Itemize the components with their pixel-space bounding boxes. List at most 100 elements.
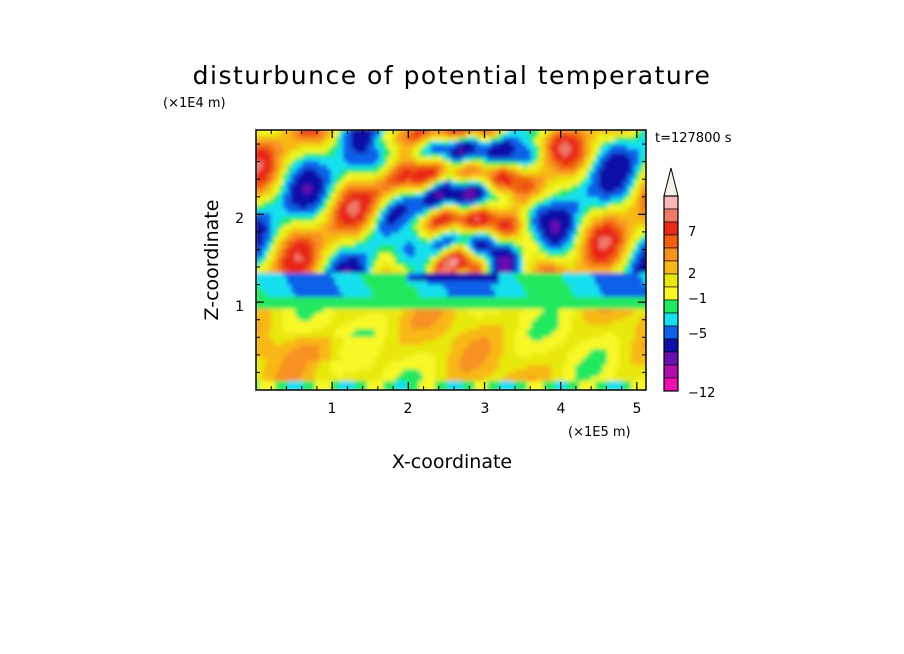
field-cell (495, 297, 501, 303)
field-cell (291, 309, 297, 315)
field-cell (543, 141, 549, 147)
field-cell (315, 289, 321, 295)
field-cell (459, 289, 465, 295)
field-cell (643, 233, 646, 239)
field-cell (383, 149, 389, 155)
field-cell (583, 130, 589, 135)
field-cell (515, 313, 521, 319)
field-cell (567, 237, 573, 243)
field-cell (499, 301, 505, 307)
field-cell (287, 173, 293, 179)
field-cell (379, 281, 385, 287)
field-cell (271, 269, 277, 275)
field-cell (387, 289, 393, 295)
field-cell (351, 281, 357, 287)
field-cell (643, 161, 646, 167)
field-cell (463, 321, 469, 327)
field-cell (311, 229, 317, 235)
field-cell (495, 293, 501, 299)
field-cell (607, 145, 613, 151)
field-cell (571, 273, 577, 279)
field-cell (563, 189, 569, 195)
field-cell (587, 173, 593, 179)
field-cell (311, 173, 317, 179)
field-cell (547, 169, 553, 175)
field-cell (491, 130, 497, 135)
field-cell (619, 325, 625, 331)
field-cell (383, 325, 389, 331)
field-cell (347, 281, 353, 287)
field-cell (615, 201, 621, 207)
field-cell (455, 289, 461, 295)
field-cell (563, 297, 569, 303)
field-cell (611, 309, 617, 315)
field-cell (495, 309, 501, 315)
field-cell (427, 297, 433, 303)
field-cell (623, 273, 629, 279)
field-cell (587, 281, 593, 287)
field-cell (615, 149, 621, 155)
field-cell (443, 317, 449, 323)
field-cell (343, 229, 349, 235)
field-cell (531, 325, 537, 331)
field-cell (531, 221, 537, 227)
field-cell (319, 325, 325, 331)
field-cell (403, 293, 409, 299)
field-cell (431, 285, 437, 291)
field-cell (347, 221, 353, 227)
field-cell (507, 257, 513, 263)
field-cell (575, 233, 581, 239)
field-cell (515, 241, 521, 247)
field-cell (515, 217, 521, 223)
field-cell (375, 169, 381, 175)
field-cell (611, 193, 617, 199)
field-cell (283, 269, 289, 275)
field-cell (463, 130, 469, 135)
field-cell (587, 153, 593, 159)
field-cell (591, 277, 597, 283)
field-cell (479, 241, 485, 247)
field-cell (503, 161, 509, 167)
field-cell (595, 237, 601, 243)
field-cell (256, 237, 261, 243)
field-cell (283, 253, 289, 259)
field-cell (323, 225, 329, 231)
field-cell (315, 181, 321, 187)
field-cell (403, 133, 409, 139)
field-cell (283, 321, 289, 327)
field-cell (291, 277, 297, 283)
field-cell (323, 201, 329, 207)
field-cell (411, 241, 417, 247)
field-cell (351, 181, 357, 187)
field-cell (351, 241, 357, 247)
field-cell (535, 137, 541, 143)
field-cell (607, 269, 613, 275)
field-cell (583, 325, 589, 331)
field-cell (539, 249, 545, 255)
field-cell (615, 193, 621, 199)
field-cell (631, 165, 637, 171)
field-cell (319, 133, 325, 139)
field-cell (315, 257, 321, 263)
field-cell (455, 265, 461, 271)
field-cell (619, 205, 625, 211)
field-cell (463, 281, 469, 287)
field-cell (287, 130, 293, 135)
field-cell (423, 309, 429, 315)
field-cell (315, 197, 321, 203)
field-cell (359, 145, 365, 151)
field-cell (591, 149, 597, 155)
field-cell (519, 281, 525, 287)
field-cell (599, 177, 605, 183)
field-cell (515, 249, 521, 255)
field-cell (475, 237, 481, 243)
field-cell (583, 145, 589, 151)
field-cell (339, 229, 345, 235)
field-cell (287, 325, 293, 331)
field-cell (487, 309, 493, 315)
field-cell (439, 137, 445, 143)
field-cell (483, 217, 489, 223)
field-cell (383, 217, 389, 223)
field-cell (327, 277, 333, 283)
field-cell (547, 137, 553, 143)
